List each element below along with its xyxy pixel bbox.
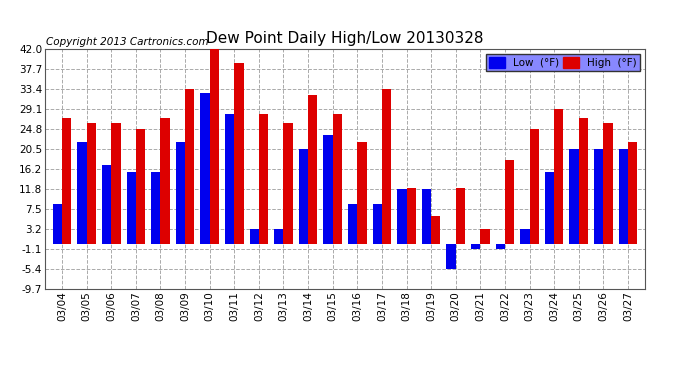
Bar (505, 160, 514, 244)
Bar (422, 189, 431, 244)
Bar (111, 123, 121, 244)
Bar (62, 118, 72, 244)
Bar (579, 118, 588, 244)
Bar (235, 63, 244, 244)
Bar (495, 244, 505, 249)
Bar (569, 148, 579, 244)
Bar (373, 204, 382, 244)
Bar (200, 93, 210, 244)
Bar (480, 229, 490, 244)
Bar (126, 172, 136, 244)
Bar (176, 142, 185, 244)
Bar (348, 204, 357, 244)
Bar (161, 118, 170, 244)
Legend: Low  (°F), High  (°F): Low (°F), High (°F) (486, 54, 640, 71)
Bar (382, 88, 391, 244)
Bar (299, 148, 308, 244)
Bar (210, 49, 219, 244)
Bar (594, 148, 603, 244)
Text: Copyright 2013 Cartronics.com: Copyright 2013 Cartronics.com (46, 37, 208, 47)
Bar (259, 114, 268, 244)
Bar (52, 204, 62, 244)
Bar (406, 188, 416, 244)
Bar (151, 172, 161, 244)
Bar (529, 129, 539, 244)
Bar (102, 165, 111, 244)
Title: Dew Point Daily High/Low 20130328: Dew Point Daily High/Low 20130328 (206, 31, 484, 46)
Bar (284, 123, 293, 244)
Bar (603, 123, 613, 244)
Bar (431, 216, 440, 244)
Bar (628, 142, 638, 244)
Bar (520, 229, 529, 244)
Bar (274, 229, 284, 244)
Bar (250, 229, 259, 244)
Bar (77, 142, 87, 244)
Bar (225, 114, 235, 244)
Bar (357, 142, 366, 244)
Bar (87, 123, 96, 244)
Bar (446, 244, 455, 269)
Bar (308, 95, 317, 244)
Bar (185, 88, 195, 244)
Bar (324, 135, 333, 244)
Bar (333, 114, 342, 244)
Bar (455, 188, 465, 244)
Bar (136, 129, 145, 244)
Bar (554, 109, 564, 244)
Bar (618, 148, 628, 244)
Bar (397, 189, 406, 244)
Bar (471, 244, 480, 249)
Bar (545, 172, 554, 244)
